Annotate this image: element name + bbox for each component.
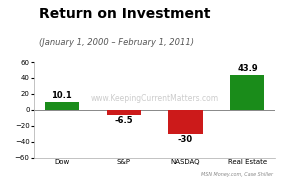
Text: (January 1, 2000 – February 1, 2011): (January 1, 2000 – February 1, 2011): [38, 38, 194, 47]
Text: 43.9: 43.9: [237, 64, 258, 73]
Text: -6.5: -6.5: [114, 116, 133, 125]
Text: Return on Investment: Return on Investment: [38, 6, 210, 21]
Bar: [169, 110, 203, 134]
Bar: [230, 75, 264, 110]
Text: 10.1: 10.1: [51, 91, 72, 100]
Bar: [106, 110, 140, 115]
Bar: [45, 102, 79, 110]
Text: -30: -30: [178, 135, 193, 144]
Text: MSN Money.com, Case Shiller: MSN Money.com, Case Shiller: [201, 172, 273, 177]
Text: www.KeepingCurrentMatters.com: www.KeepingCurrentMatters.com: [90, 94, 219, 103]
